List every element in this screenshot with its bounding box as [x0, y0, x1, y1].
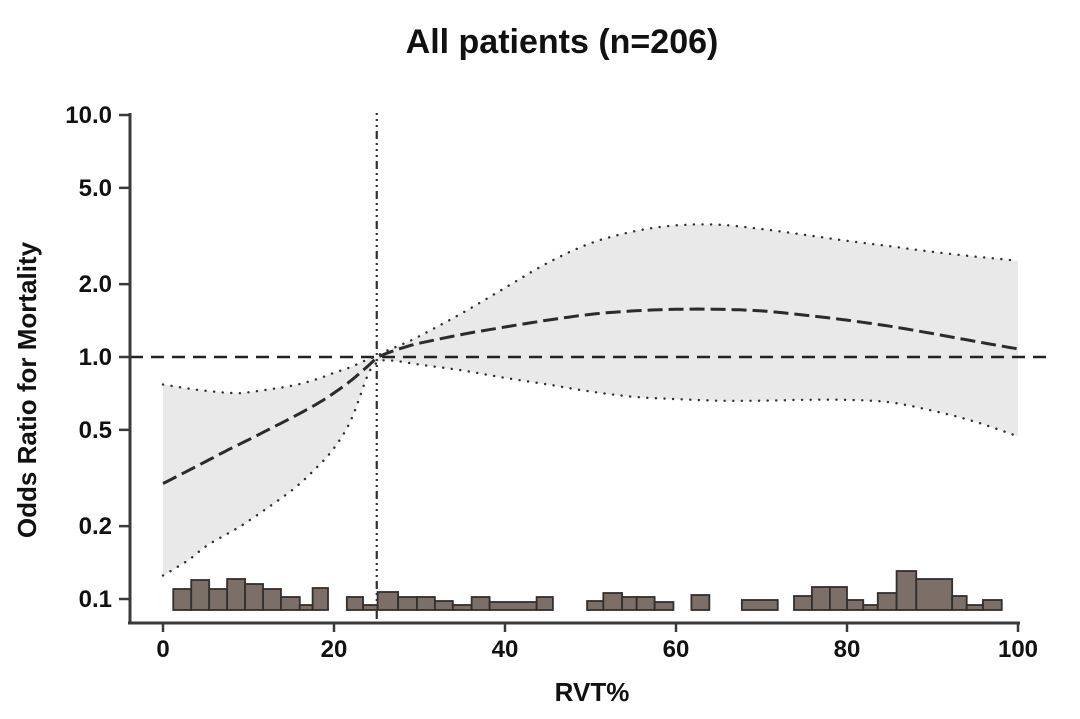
histogram-bar	[690, 594, 711, 611]
reference-lines-layer	[130, 113, 1048, 623]
histogram-bar	[208, 588, 229, 611]
histogram-bar	[416, 596, 436, 611]
y-tick-label: 0.5	[79, 417, 112, 444]
odds-ratio-fit-curve	[162, 307, 1019, 485]
y-axis-title: Odds Ratio for Mortality	[12, 241, 42, 538]
histogram-bar	[895, 570, 918, 611]
histogram-bar	[951, 595, 968, 611]
histogram-bar	[862, 604, 879, 611]
y-tick-label: 0.1	[79, 586, 112, 613]
y-tick-label: 10.0	[65, 102, 112, 129]
x-tick-label: 80	[834, 636, 861, 663]
histogram-bar	[470, 596, 491, 611]
histogram-bar	[653, 601, 675, 611]
x-tick-label: 60	[663, 636, 690, 663]
rug-histogram-layer	[172, 570, 1003, 611]
histogram-bar	[602, 592, 624, 611]
histogram-bar	[172, 588, 193, 611]
histogram-bar	[298, 604, 314, 611]
histogram-bar	[244, 583, 264, 611]
histogram-bar	[740, 599, 779, 611]
y-tick-label: 2.0	[79, 271, 112, 298]
histogram-bar	[811, 586, 831, 611]
histogram-bar	[535, 596, 554, 611]
histogram-bar	[915, 578, 954, 611]
histogram-bar	[965, 604, 984, 611]
histogram-bar	[488, 601, 538, 611]
x-tick-label: 0	[156, 636, 169, 663]
histogram-bar	[226, 578, 246, 611]
histogram-bar	[433, 600, 454, 611]
histogram-bar	[451, 604, 473, 611]
histogram-bar	[846, 599, 865, 611]
curves-layer	[161, 223, 1020, 577]
axes-layer	[119, 113, 1020, 632]
histogram-bar	[397, 596, 418, 611]
histogram-bar	[311, 587, 329, 611]
histogram-bar	[262, 588, 282, 611]
y-tick-label: 0.2	[79, 513, 112, 540]
x-tick-label: 20	[321, 636, 348, 663]
chart-title: All patients (n=206)	[406, 23, 719, 61]
histogram-bar	[586, 600, 605, 611]
histogram-bar	[376, 591, 400, 611]
histogram-bar	[876, 592, 898, 611]
x-axis-title: RVT%	[555, 677, 630, 707]
y-tick-label: 1.0	[79, 344, 112, 371]
histogram-bar	[362, 604, 379, 611]
histogram-bar	[345, 596, 364, 611]
histogram-bar	[190, 579, 211, 611]
histogram-bar	[793, 595, 813, 611]
tick-labels-layer: 10.0 5.0 2.0 1.0 0.5 0.2 0.1 0 20 40 60 80 100	[65, 102, 1038, 663]
histogram-bar	[982, 599, 1003, 611]
x-tick-label: 40	[492, 636, 519, 663]
x-tick-label: 100	[998, 636, 1038, 663]
histogram-bar	[635, 596, 656, 611]
confidence-band-layer	[163, 224, 1018, 576]
histogram-bar	[621, 596, 638, 611]
histogram-bar	[829, 586, 848, 611]
confidence-band	[163, 224, 1018, 576]
histogram-bar	[280, 596, 301, 611]
y-tick-label: 5.0	[79, 175, 112, 202]
